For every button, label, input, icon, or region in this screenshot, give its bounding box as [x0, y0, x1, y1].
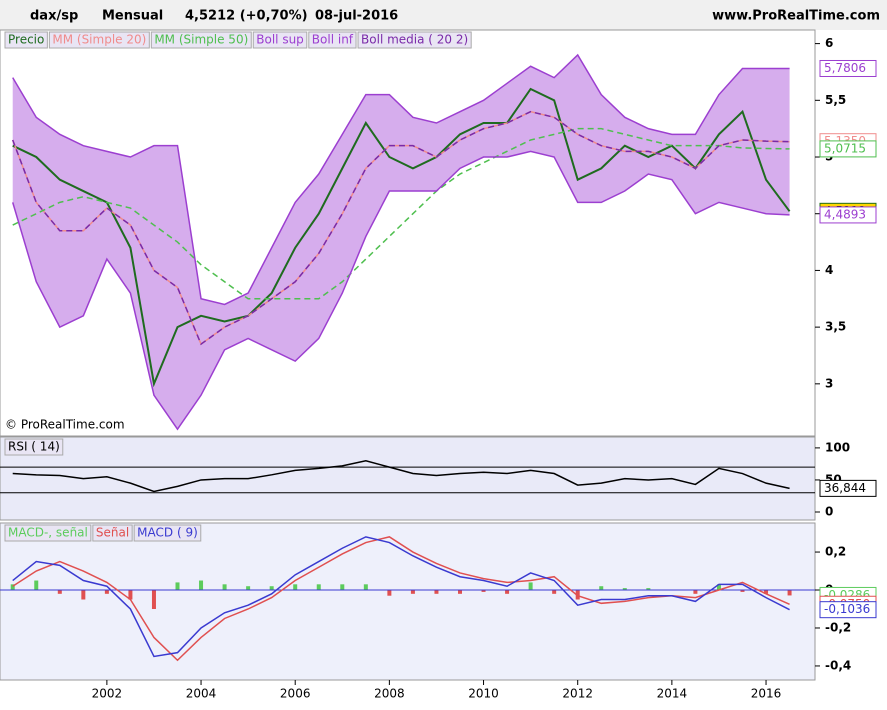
x-tick-label: 2016 [751, 687, 782, 701]
histogram-bar [552, 590, 557, 594]
histogram-bar [199, 580, 204, 591]
x-tick-label: 2014 [657, 687, 688, 701]
value-label-box [819, 479, 877, 497]
value-label-box [819, 601, 877, 619]
series-line [12, 127, 790, 300]
histogram-bar [764, 590, 769, 594]
legend-entry: MM (Simple 20) [52, 33, 146, 47]
histogram-bar [716, 584, 721, 591]
histogram-bar [481, 590, 486, 592]
legend-entry: Boll inf [312, 33, 354, 47]
histogram-bar [316, 584, 321, 591]
histogram-bar [246, 586, 251, 591]
legend-box [4, 31, 48, 49]
series-line [12, 110, 790, 346]
y-tick-label: 3,5 [825, 320, 846, 334]
legend-entry: RSI ( 14) [8, 440, 60, 454]
period: Mensual [102, 9, 163, 24]
histogram-bar [387, 590, 392, 596]
quote: 4,5212 (+0,70%) [185, 9, 308, 24]
histogram-bar [410, 590, 415, 594]
value-label: 36,844 [824, 481, 866, 495]
series-line [12, 87, 791, 388]
series-line [12, 53, 790, 306]
series-line [11, 150, 790, 431]
histogram-bar [434, 590, 439, 594]
series-line [12, 459, 790, 493]
band-fill [12, 54, 790, 430]
histogram-bar [646, 588, 651, 591]
histogram-bar [151, 590, 156, 609]
value-label-box [819, 206, 877, 224]
legend-entry: Boll media ( 20 2) [361, 33, 468, 47]
histogram-bar [10, 584, 15, 591]
histogram-bar [740, 590, 745, 592]
histogram-bar [340, 584, 345, 591]
histogram-bar [363, 584, 368, 591]
histogram-bar [81, 590, 86, 600]
legend-box [133, 524, 202, 542]
date: 08-jul-2016 [315, 9, 398, 24]
histogram-bar [293, 584, 298, 591]
x-tick-label: 2010 [468, 687, 499, 701]
histogram-bar [34, 580, 39, 591]
histogram-bar [693, 590, 698, 594]
histogram-bar [269, 586, 274, 591]
x-tick-label: 2008 [374, 687, 405, 701]
histogram-bar [128, 590, 133, 600]
y-tick-label: -0,2 [825, 620, 851, 634]
legend-entry: Señal [96, 526, 129, 540]
legend-entry: MM (Simple 50) [154, 33, 248, 47]
histogram-bar [457, 590, 462, 594]
histogram-bar [104, 590, 109, 594]
legend-box [150, 31, 252, 49]
legend-box [252, 31, 308, 49]
legend-entry: MACD ( 9) [137, 526, 198, 540]
header-bar [0, 0, 887, 30]
y-tick-label: 0 [825, 504, 833, 518]
y-tick-label: -0,4 [825, 658, 851, 672]
histogram-bar [175, 582, 180, 591]
y-tick-label: 6 [825, 36, 833, 50]
histogram-bar [57, 590, 62, 594]
y-tick-label: 100 [825, 440, 850, 454]
y-tick-label: 3 [825, 376, 833, 390]
value-label: 4,4893 [824, 207, 866, 221]
legend-entry: MACD-, señal [8, 526, 88, 540]
site: www.ProRealTime.com [712, 9, 880, 24]
watermark: © ProRealTime.com [5, 418, 125, 432]
legend-entry: Boll sup [256, 33, 304, 47]
y-tick-label: 4 [825, 263, 833, 277]
series-line [12, 536, 790, 658]
legend-entry: Precio [8, 33, 44, 47]
histogram-bar [222, 584, 227, 591]
legend-box [48, 31, 150, 49]
x-tick-label: 2006 [280, 687, 311, 701]
legend-box [357, 31, 472, 49]
histogram-bar [528, 582, 533, 591]
legend-box [92, 524, 133, 542]
x-tick-label: 2004 [186, 687, 217, 701]
series-line [12, 536, 790, 662]
histogram-bar [505, 590, 510, 594]
x-tick-label: 2002 [92, 687, 123, 701]
rsi-panel [0, 436, 816, 521]
symbol: dax/sp [30, 9, 78, 24]
legend-box [4, 524, 92, 542]
y-tick-label: 0,2 [825, 545, 846, 559]
histogram-bar [599, 586, 604, 591]
value-label: 5,0715 [824, 141, 866, 155]
value-label-box [819, 59, 877, 77]
x-tick-label: 2012 [562, 687, 593, 701]
y-tick-label: 5,5 [825, 93, 846, 107]
value-label-box [819, 140, 877, 158]
histogram-bar [787, 590, 792, 596]
legend-box [308, 31, 357, 49]
legend-box [4, 438, 64, 456]
value-label: 5,7806 [824, 61, 866, 75]
value-label: -0,1036 [824, 602, 870, 616]
histogram-bar [622, 588, 627, 591]
